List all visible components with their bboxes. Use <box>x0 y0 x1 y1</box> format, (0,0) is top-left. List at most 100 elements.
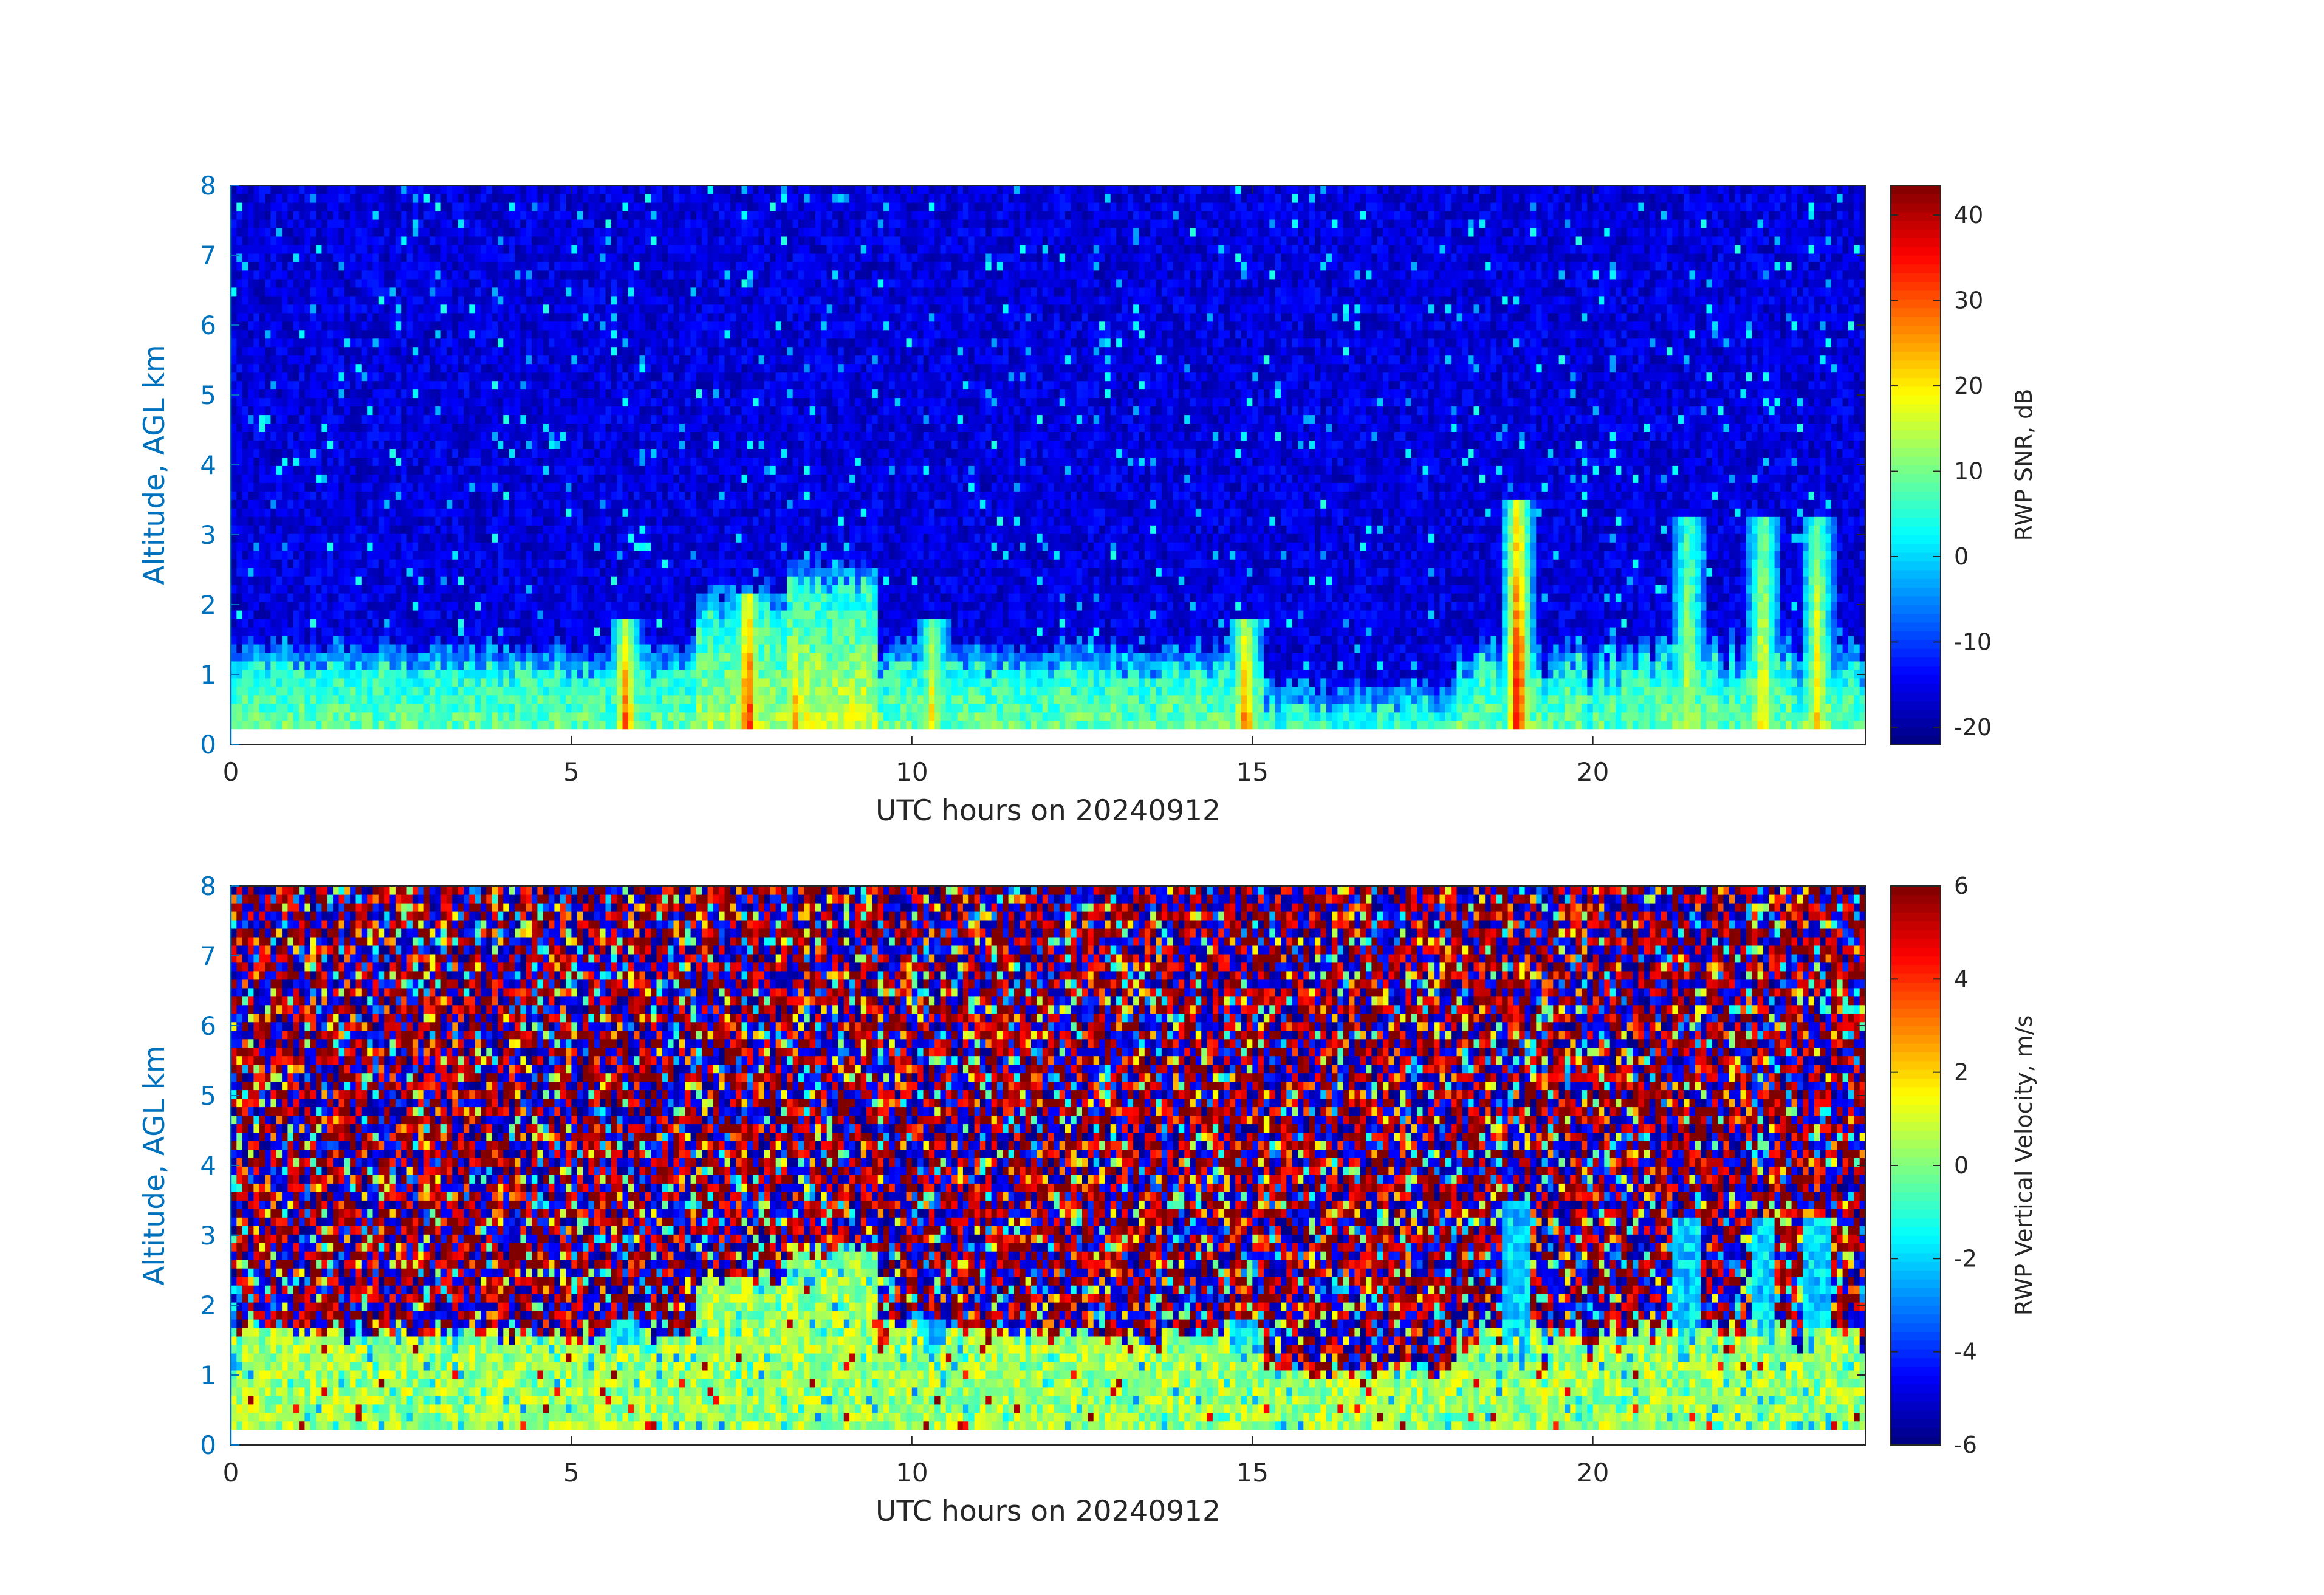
colorbar-swatch <box>1891 570 1941 579</box>
colorbar-swatch <box>1891 1419 1941 1428</box>
colorbar-swatch <box>1891 351 1941 360</box>
colorbar-swatch <box>1891 674 1941 684</box>
colorbar-swatch <box>1891 640 1941 649</box>
colorbar-swatch <box>1891 290 1941 300</box>
colorbar-swatch <box>1891 1201 1941 1210</box>
colorbar-tick-label: -6 <box>1954 1432 1977 1458</box>
x-tick-label: 10 <box>896 1458 928 1487</box>
colorbar-swatch <box>1891 1367 1941 1376</box>
colorbar-swatch <box>1891 535 1941 544</box>
colorbar-swatch <box>1891 622 1941 631</box>
colorbar-swatch <box>1891 552 1941 561</box>
x-tick-label: 15 <box>1236 1458 1269 1487</box>
colorbar-swatch <box>1891 377 1941 386</box>
colorbar-swatch <box>1891 482 1941 492</box>
colorbar-swatch <box>1891 1209 1941 1218</box>
colorbar-swatch <box>1891 1279 1941 1288</box>
snr-heatmap <box>231 185 1866 729</box>
y-tick-label: 8 <box>200 871 216 901</box>
colorbar-swatch <box>1891 1139 1941 1148</box>
colorbar-swatch <box>1891 1131 1941 1140</box>
colorbar-swatch <box>1891 307 1941 317</box>
colorbar-swatch <box>1891 1340 1941 1350</box>
colorbar-swatch <box>1891 1436 1941 1446</box>
colorbar-swatch <box>1891 1331 1941 1340</box>
colorbar-swatch <box>1891 587 1941 596</box>
colorbar-swatch <box>1891 247 1941 256</box>
colorbar-swatch <box>1891 238 1941 247</box>
colorbar-swatch <box>1891 1192 1941 1201</box>
colorbar-swatch <box>1891 369 1941 378</box>
colorbar-swatch <box>1891 666 1941 675</box>
colorbar-swatch <box>1891 1061 1941 1070</box>
colorbar-swatch <box>1891 701 1941 710</box>
y-tick-label: 1 <box>200 1360 216 1390</box>
x-tick-label: 0 <box>223 1458 239 1487</box>
velocity-y-axis-label: Altitude, AGL km <box>138 1045 171 1285</box>
colorbar-swatch <box>1891 430 1941 439</box>
colorbar-swatch <box>1891 413 1941 422</box>
colorbar-swatch <box>1891 264 1941 273</box>
y-tick-label: 6 <box>200 1011 216 1041</box>
y-tick-label: 2 <box>200 1291 216 1320</box>
colorbar-swatch <box>1891 1122 1941 1131</box>
colorbar-swatch <box>1891 194 1941 203</box>
colorbar-swatch <box>1891 1401 1941 1410</box>
colorbar-swatch <box>1891 334 1941 343</box>
x-tick-label: 5 <box>563 757 580 787</box>
colorbar-swatch <box>1891 964 1941 973</box>
velocity-colorbar-label: RWP Vertical Velocity, m/s <box>2010 1015 2037 1316</box>
colorbar-swatch <box>1891 718 1941 727</box>
y-tick-label: 8 <box>200 171 216 201</box>
colorbar-swatch <box>1891 692 1941 701</box>
y-tick-label: 4 <box>200 1151 216 1181</box>
colorbar-tick-label: 40 <box>1954 202 1983 228</box>
y-tick-label: 3 <box>200 520 216 550</box>
colorbar-swatch <box>1891 947 1941 956</box>
colorbar-swatch <box>1891 1113 1941 1122</box>
colorbar-swatch <box>1891 317 1941 326</box>
colorbar-tick-label: 30 <box>1954 287 1983 314</box>
colorbar-swatch <box>1891 561 1941 570</box>
colorbar-swatch <box>1891 921 1941 930</box>
colorbar-swatch <box>1891 1174 1941 1183</box>
colorbar-swatch <box>1891 273 1941 282</box>
colorbar-swatch <box>1891 1297 1941 1306</box>
colorbar-swatch <box>1891 1052 1941 1061</box>
colorbar-swatch <box>1891 657 1941 666</box>
colorbar-swatch <box>1891 395 1941 404</box>
colorbar-swatch <box>1891 325 1941 334</box>
colorbar-tick-label: 20 <box>1954 372 1983 399</box>
colorbar-swatch <box>1891 1235 1941 1244</box>
colorbar-swatch <box>1891 973 1941 983</box>
colorbar-swatch <box>1891 1034 1941 1043</box>
colorbar-swatch <box>1891 930 1941 939</box>
colorbar-swatch <box>1891 631 1941 640</box>
colorbar-swatch <box>1891 491 1941 500</box>
colorbar-tick-label: 4 <box>1954 966 1969 992</box>
y-tick-label: 7 <box>200 241 216 270</box>
x-tick-label: 10 <box>896 757 928 787</box>
colorbar-swatch <box>1891 1026 1941 1035</box>
colorbar-swatch <box>1891 299 1941 308</box>
colorbar-swatch <box>1891 1384 1941 1393</box>
colorbar-swatch <box>1891 1008 1941 1017</box>
colorbar-tick-label: 10 <box>1954 458 1983 485</box>
colorbar-swatch <box>1891 403 1941 413</box>
colorbar-tick-label: -4 <box>1954 1339 1977 1365</box>
colorbar-swatch <box>1891 1427 1941 1436</box>
colorbar-swatch <box>1891 1349 1941 1358</box>
snr-colorbar-label: RWP SNR, dB <box>2010 389 2037 541</box>
y-tick-label: 1 <box>200 660 216 690</box>
colorbar-tick-label: 2 <box>1954 1059 1969 1086</box>
x-tick-label: 0 <box>223 757 239 787</box>
velocity-heatmap <box>231 886 1866 1430</box>
colorbar-swatch <box>1891 1218 1941 1227</box>
colorbar-swatch <box>1891 465 1941 474</box>
colorbar-swatch <box>1891 517 1941 526</box>
colorbar-swatch <box>1891 473 1941 482</box>
colorbar-swatch <box>1891 360 1941 369</box>
colorbar-swatch <box>1891 1410 1941 1419</box>
colorbar-swatch <box>1891 281 1941 290</box>
